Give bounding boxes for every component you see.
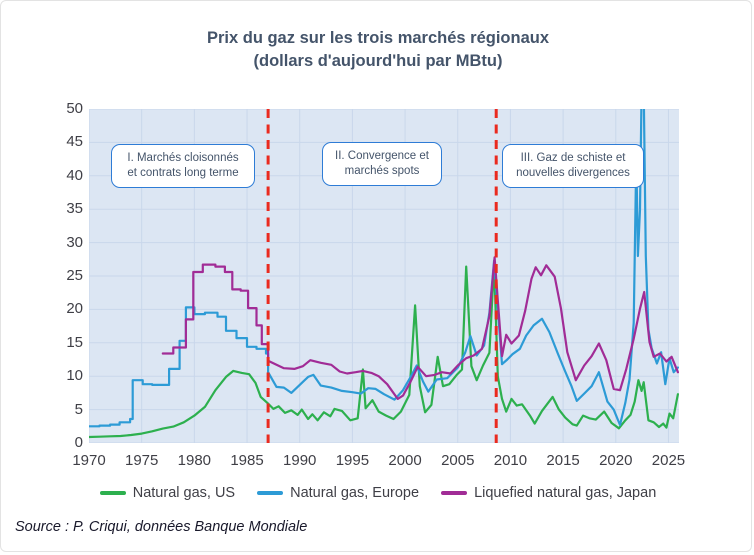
y-axis-tick-0: 0 (74, 434, 83, 451)
legend-item-natural-gas-us: Natural gas, US (99, 485, 236, 501)
legend-label-natural-gas-us: Natural gas, US (132, 485, 236, 501)
legend-item-natural-gas-europe: Natural gas, Europe (257, 485, 419, 501)
x-axis-tick-2025: 2025 (651, 452, 686, 469)
x-axis-tick-2010: 2010 (493, 452, 528, 469)
chart-subtitle: (dollars d'aujourd'hui par MBtu) (253, 52, 503, 70)
series-line-liquefied-natural-gas-japan (161, 256, 679, 400)
legend-swatch-liquefied-natural-gas-japan (441, 491, 468, 495)
y-axis-tick-10: 10 (66, 367, 83, 385)
y-axis: 0 5 10 15 20 25 30 35 40 45 50 (41, 1, 83, 555)
x-axis-tick-2015: 2015 (546, 452, 580, 469)
legend-item-liquefied-natural-gas-japan: Liquefied natural gas, Japan (441, 485, 656, 501)
annotation-period-1: I. Marchés cloisonnés et contrats long t… (111, 144, 255, 188)
y-axis-tick-5: 5 (74, 400, 83, 418)
source-note: Source : P. Criqui, données Banque Mondi… (15, 519, 308, 535)
annotation-period-1-line2: et contrats long terme (127, 167, 239, 179)
x-axis-tick-1985: 1985 (230, 452, 264, 469)
chart-legend: Natural gas, US Natural gas, Europe Liquef… (1, 485, 754, 501)
x-axis-tick-1990: 1990 (283, 452, 317, 469)
annotation-period-3-line1: III. Gaz de schiste et (520, 152, 626, 164)
y-axis-tick-40: 40 (66, 166, 83, 184)
legend-swatch-natural-gas-us (99, 491, 126, 495)
chart-title-block: Prix du gaz sur les trois marchés région… (1, 27, 754, 73)
legend-swatch-natural-gas-europe (257, 491, 284, 495)
annotation-period-2-line1: II. Convergence et (335, 150, 429, 162)
y-axis-tick-45: 45 (66, 133, 83, 151)
y-axis-tick-25: 25 (66, 267, 83, 284)
x-axis-tick-1975: 1975 (124, 452, 159, 469)
x-axis-tick-2005: 2005 (441, 452, 475, 469)
annotation-period-3-line2: nouvelles divergences (516, 167, 630, 179)
annotation-period-2-line2: marchés spots (344, 165, 420, 177)
y-axis-tick-20: 20 (66, 300, 83, 318)
x-axis-tick-2000: 2000 (388, 452, 422, 469)
x-axis-tick-2020: 2020 (599, 452, 633, 469)
y-axis-tick-35: 35 (66, 200, 83, 218)
chart-title: Prix du gaz sur les trois marchés région… (206, 29, 550, 47)
x-axis-tick-1980: 1980 (177, 452, 212, 469)
series-line-natural-gas-europe (89, 109, 679, 428)
annotation-period-3: III. Gaz de schiste et nouvelles diverge… (502, 144, 644, 188)
annotation-period-1-line1: I. Marchés cloisonnés (127, 152, 239, 164)
legend-label-natural-gas-europe: Natural gas, Europe (290, 485, 420, 501)
legend-label-liquefied-natural-gas-japan: Liquefied natural gas, Japan (474, 485, 657, 501)
series-line-natural-gas-us (89, 262, 679, 439)
x-axis-tick-1995: 1995 (335, 452, 370, 469)
y-axis-tick-30: 30 (66, 233, 83, 251)
y-axis-tick-15: 15 (66, 333, 83, 351)
annotation-period-2: II. Convergence et marchés spots (322, 142, 442, 186)
y-axis-tick-50: 50 (66, 100, 83, 117)
